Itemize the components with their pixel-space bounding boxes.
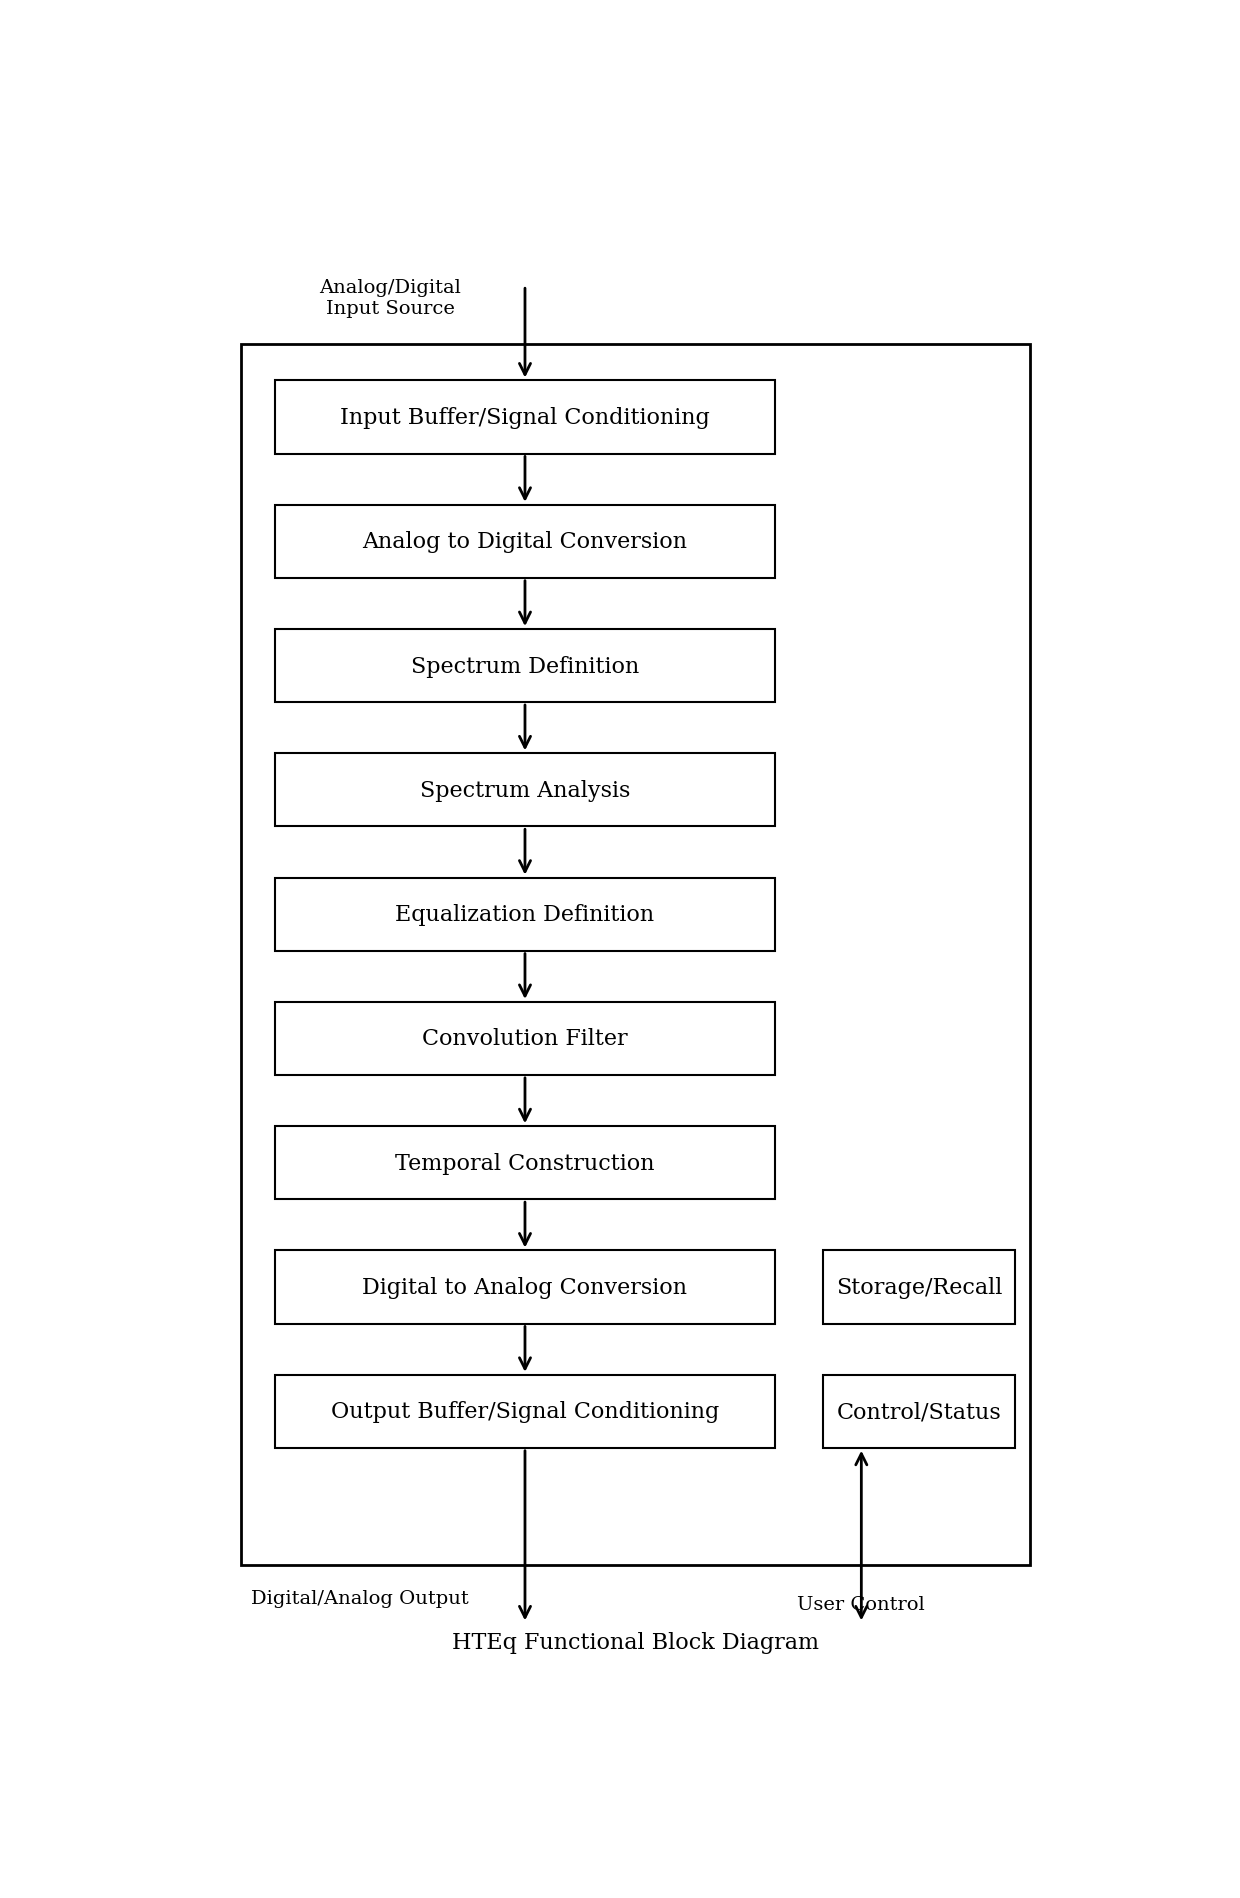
- Text: HTEq Functional Block Diagram: HTEq Functional Block Diagram: [453, 1630, 818, 1653]
- Text: Output Buffer/Signal Conditioning: Output Buffer/Signal Conditioning: [331, 1401, 719, 1422]
- Bar: [823, 1251, 1016, 1325]
- Text: User Control: User Control: [797, 1596, 925, 1613]
- Text: Digital to Analog Conversion: Digital to Analog Conversion: [362, 1275, 687, 1298]
- Text: Storage/Recall: Storage/Recall: [836, 1275, 1002, 1298]
- Text: Analog to Digital Conversion: Analog to Digital Conversion: [362, 531, 687, 552]
- Text: Temporal Construction: Temporal Construction: [396, 1152, 655, 1175]
- Bar: [275, 505, 775, 579]
- Bar: [275, 754, 775, 828]
- Bar: [275, 1251, 775, 1325]
- Text: Analog/Digital
Input Source: Analog/Digital Input Source: [320, 279, 461, 317]
- Bar: [242, 345, 1029, 1566]
- Text: Input Buffer/Signal Conditioning: Input Buffer/Signal Conditioning: [340, 406, 709, 429]
- Text: Spectrum Definition: Spectrum Definition: [410, 655, 639, 678]
- Text: Digital/Analog Output: Digital/Analog Output: [250, 1591, 469, 1608]
- Bar: [275, 1374, 775, 1448]
- Bar: [275, 1002, 775, 1076]
- Text: Convolution Filter: Convolution Filter: [422, 1029, 627, 1050]
- Bar: [823, 1374, 1016, 1448]
- Text: Spectrum Analysis: Spectrum Analysis: [420, 780, 630, 801]
- Bar: [275, 1127, 775, 1200]
- Bar: [275, 630, 775, 702]
- Bar: [275, 879, 775, 951]
- Text: Equalization Definition: Equalization Definition: [396, 903, 655, 926]
- Bar: [275, 381, 775, 454]
- Text: Control/Status: Control/Status: [837, 1401, 1002, 1422]
